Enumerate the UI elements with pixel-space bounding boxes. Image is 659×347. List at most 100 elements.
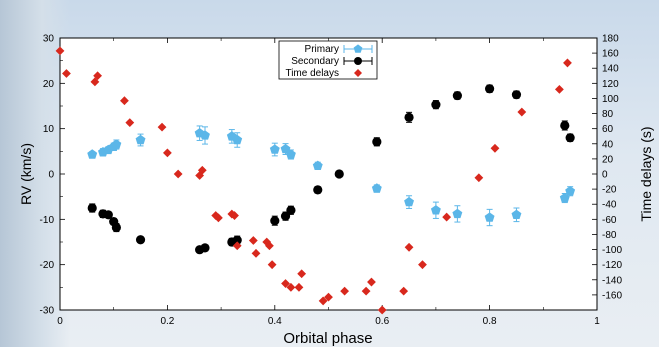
- y2-tick-label: 180: [602, 34, 619, 45]
- time-delay-point: [418, 260, 427, 270]
- legend-time-delays-marker: [354, 69, 362, 77]
- x-tick-label: 0.8: [483, 316, 497, 327]
- time-delay-point: [442, 212, 452, 222]
- x-tick-label: 0.4: [268, 316, 282, 327]
- time-delay-point: [361, 286, 371, 296]
- x-tick-labels: 0 0.2 0.4 0.6 0.8 1: [57, 316, 600, 327]
- primary-point: [452, 208, 463, 219]
- time-delay-point: [93, 71, 102, 81]
- time-delay-point: [474, 173, 484, 183]
- y-tick-label: -30: [40, 306, 55, 317]
- secondary-point: [286, 205, 296, 215]
- x-tick-label: 0.2: [160, 316, 174, 327]
- time-delay-point: [195, 171, 205, 180]
- time-delay-point: [286, 282, 296, 292]
- y2-tick-label: 40: [602, 139, 614, 150]
- primary-point: [312, 160, 323, 171]
- legend-label-secondary: Secondary: [291, 56, 339, 67]
- time-delay-point: [265, 241, 274, 251]
- legend: Primary Secondary Time delays: [278, 40, 378, 80]
- y2-tick-label: 120: [602, 79, 619, 90]
- secondary-point: [431, 100, 441, 110]
- time-delay-point: [262, 237, 272, 247]
- time-delay-point: [248, 236, 258, 245]
- secondary-point: [485, 84, 495, 94]
- plot-area: [59, 37, 598, 311]
- primary-point: [280, 143, 291, 154]
- y2-tick-label: 140: [602, 64, 619, 75]
- secondary-point: [511, 90, 522, 100]
- y2-tick-label: 60: [602, 124, 614, 135]
- time-delay-point: [297, 269, 307, 279]
- secondary-point: [372, 137, 382, 147]
- time-delay-point: [230, 211, 239, 220]
- secondary-point: [103, 210, 113, 220]
- primary-point: [404, 196, 414, 207]
- primary-point: [511, 209, 522, 220]
- y2-tick-labels: -160 -140 -120 -100 -80 -60 -40 -20 0 20 40 60 80 100…: [602, 34, 622, 302]
- y-tick-label: 20: [43, 79, 55, 90]
- time-delay-point: [324, 292, 333, 302]
- primary-point: [484, 212, 495, 222]
- y-tick-label: 30: [43, 34, 55, 45]
- primary-point: [565, 186, 576, 196]
- x-axis-label: Orbital phase: [283, 330, 372, 347]
- y2-tick-label: 0: [602, 170, 608, 181]
- time-delay-point: [294, 282, 304, 292]
- legend-label-primary: Primary: [305, 44, 339, 55]
- secondary-point: [334, 169, 344, 179]
- time-delay-point: [55, 46, 65, 56]
- y2-tick-label: 160: [602, 49, 619, 60]
- y2-tick-label: -20: [602, 185, 617, 196]
- y2-tick-label: -100: [602, 245, 622, 256]
- legend-label-time-delays: Time delays: [285, 68, 339, 79]
- time-delay-point: [340, 286, 350, 296]
- time-delay-point: [377, 305, 387, 315]
- y-tick-label: 10: [43, 124, 55, 135]
- primary-point: [371, 183, 382, 193]
- primary-point: [269, 144, 280, 154]
- legend-secondary-marker: [354, 57, 362, 65]
- y-tick-label: 0: [48, 170, 54, 181]
- y-tick-labels: -30 -20 -10 0 10 20 30: [40, 34, 55, 317]
- time-delay-point: [62, 69, 71, 78]
- y-tick-label: -10: [40, 215, 55, 226]
- secondary-point: [452, 90, 462, 101]
- secondary-point: [135, 235, 146, 245]
- y2-tick-label: -80: [602, 230, 617, 241]
- primary-point: [285, 149, 296, 159]
- secondary-point: [111, 222, 121, 233]
- time-delay-point: [157, 122, 167, 132]
- y2-tick-label: -160: [602, 290, 622, 301]
- series-time-delays: [55, 46, 572, 315]
- y2-tick-label: -60: [602, 215, 617, 226]
- primary-point: [232, 134, 243, 145]
- x-tick-label: 0: [57, 316, 63, 327]
- y-axis-label: RV (km/s): [18, 143, 34, 205]
- legend-markers: [343, 44, 373, 77]
- time-delay-point: [251, 248, 261, 258]
- y2-tick-label: 100: [602, 94, 619, 105]
- time-delay-point: [163, 148, 172, 158]
- time-delay-point: [563, 58, 572, 68]
- y2-tick-label: -140: [602, 275, 622, 286]
- background-landscape: [0, 0, 70, 347]
- y2-axis-label: Time delays (s): [638, 126, 654, 221]
- time-delay-point: [281, 279, 290, 288]
- secondary-point: [404, 112, 414, 122]
- time-delay-point: [318, 296, 328, 306]
- secondary-point: [560, 120, 570, 131]
- time-delay-point: [490, 143, 500, 153]
- legend-primary-marker: [353, 44, 363, 53]
- time-delay-point: [197, 165, 207, 175]
- secondary-point: [270, 216, 280, 226]
- primary-point: [430, 205, 441, 215]
- time-delay-point: [404, 242, 414, 252]
- time-delay-point: [399, 286, 409, 296]
- primary-point: [87, 149, 98, 159]
- y2-tick-label: -120: [602, 260, 622, 271]
- time-delay-point: [367, 277, 376, 287]
- y-tick-label: -20: [40, 260, 55, 271]
- y2-tick-label: 80: [602, 109, 614, 120]
- time-delay-point: [125, 118, 135, 128]
